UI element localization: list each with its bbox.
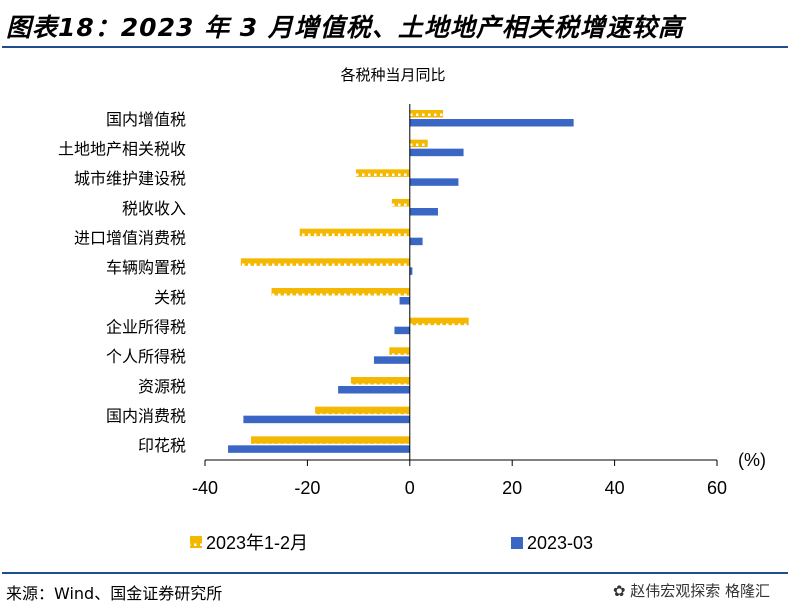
bar-series-2 (409, 237, 423, 246)
bar-series-1 (409, 317, 469, 326)
category-label: 关税 (154, 288, 186, 307)
category-label: 国内增值税 (106, 110, 186, 129)
x-tick-label: 20 (502, 478, 522, 498)
x-tick-label: 0 (405, 478, 415, 498)
x-tick-label: -40 (192, 478, 218, 498)
bar-series-2 (399, 297, 410, 305)
bar-series-2 (409, 208, 438, 216)
category-label: 个人所得税 (106, 347, 186, 366)
category-label: 税收收入 (122, 199, 186, 218)
category-label: 资源税 (138, 377, 186, 396)
x-tick-label: 60 (707, 478, 727, 498)
legend-swatch-series-1 (190, 536, 202, 548)
bar-series-2 (373, 356, 410, 364)
bar-series-2 (409, 178, 459, 186)
bar-series-2 (228, 445, 410, 453)
chart-title: 图表18：2023 年 3 月增值税、土地地产相关税增速较高 (6, 13, 684, 42)
watermark-text: 赵伟宏观探索 格隆汇 (630, 582, 770, 600)
unit-label: (%) (738, 450, 766, 470)
bar-series-1 (409, 139, 428, 148)
bar-series-2 (338, 386, 410, 394)
bar-series-1 (240, 258, 410, 266)
category-label: 国内消费税 (106, 407, 186, 426)
category-label: 企业所得税 (106, 318, 186, 337)
x-tick-label: -20 (294, 478, 320, 498)
bar-series-2 (409, 148, 464, 157)
legend-label-series-2: 2023-03 (527, 533, 593, 553)
bar-series-1 (251, 436, 410, 444)
legend-label-series-1: 2023年1-2月 (206, 533, 308, 553)
bar-series-1 (299, 228, 410, 237)
bar-series-1 (356, 169, 410, 177)
bar-series-1 (389, 347, 410, 355)
bar-series-2 (394, 326, 410, 335)
category-label: 车辆购置税 (106, 258, 186, 277)
footer-rule (2, 572, 788, 574)
source-note: 来源：Wind、国金证券研究所 (6, 584, 223, 603)
title-rule (2, 46, 788, 48)
chart-subtitle: 各税种当月同比 (340, 66, 445, 84)
wechat-icon: ✿ (612, 582, 626, 600)
bar-series-1 (315, 406, 410, 415)
category-label: 城市维护建设税 (74, 169, 186, 188)
category-label: 土地地产相关税收 (58, 140, 186, 159)
bar-series-1 (350, 377, 410, 385)
bar-series-2 (243, 415, 410, 424)
legend: 2023年1-2月 2023-03 (190, 533, 593, 553)
bar-series-1 (409, 110, 444, 118)
bar-series-1 (271, 288, 410, 296)
category-label: 印花税 (138, 436, 186, 455)
bar-series-2 (409, 267, 413, 275)
category-label: 进口增值消费税 (74, 229, 186, 248)
x-tick-label: 40 (605, 478, 625, 498)
legend-swatch-series-2 (511, 537, 523, 549)
bar-series-1 (391, 199, 410, 207)
bar-series-2 (409, 119, 574, 127)
watermark: ✿ 赵伟宏观探索 格隆汇 (613, 580, 770, 601)
